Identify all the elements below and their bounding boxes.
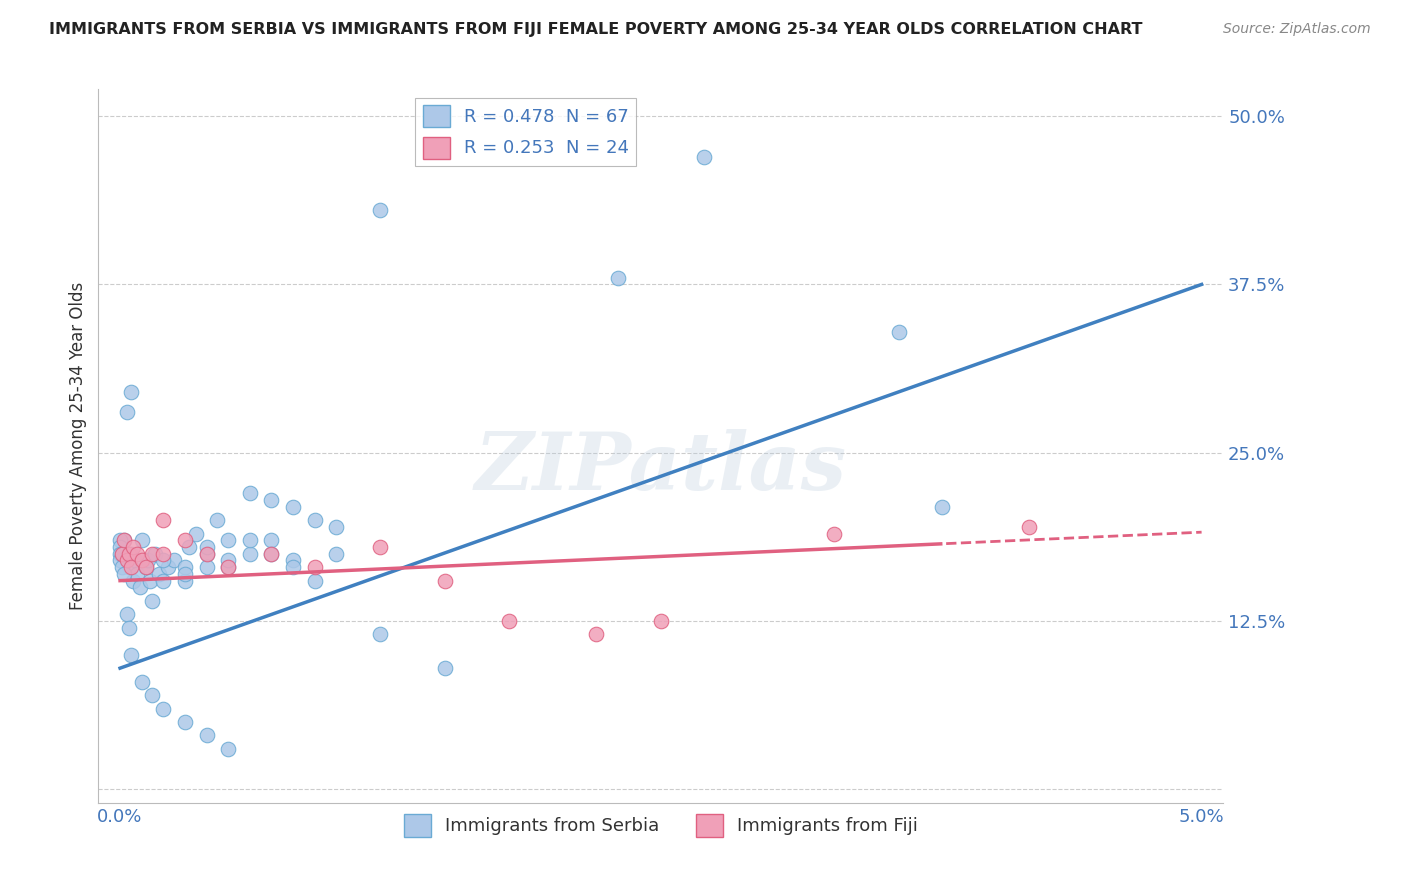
- Point: [118, 560, 141, 574]
- Point: [122, 574, 145, 588]
- Point: [115, 607, 138, 622]
- Point: [325, 547, 347, 561]
- Point: [433, 574, 456, 588]
- Point: [127, 566, 149, 581]
- Point: [152, 701, 174, 715]
- Point: [693, 149, 716, 163]
- Point: [108, 553, 131, 567]
- Point: [118, 621, 141, 635]
- Point: [120, 547, 142, 561]
- Point: [260, 533, 283, 548]
- Point: [174, 560, 197, 574]
- Point: [325, 520, 347, 534]
- Point: [124, 553, 146, 567]
- Point: [131, 553, 153, 567]
- Point: [179, 540, 201, 554]
- Point: [128, 580, 150, 594]
- Point: [135, 560, 157, 574]
- Point: [111, 547, 134, 561]
- Text: ZIPatlas: ZIPatlas: [475, 429, 846, 506]
- Point: [152, 553, 174, 567]
- Text: IMMIGRANTS FROM SERBIA VS IMMIGRANTS FROM FIJI FEMALE POVERTY AMONG 25-34 YEAR O: IMMIGRANTS FROM SERBIA VS IMMIGRANTS FRO…: [49, 22, 1143, 37]
- Point: [141, 547, 163, 561]
- Point: [195, 729, 218, 743]
- Point: [498, 614, 520, 628]
- Point: [141, 594, 163, 608]
- Point: [184, 526, 207, 541]
- Point: [174, 566, 197, 581]
- Point: [174, 533, 197, 548]
- Point: [281, 553, 304, 567]
- Point: [585, 627, 607, 641]
- Point: [152, 547, 174, 561]
- Point: [148, 566, 170, 581]
- Point: [281, 560, 304, 574]
- Point: [143, 547, 166, 561]
- Point: [115, 553, 138, 567]
- Point: [823, 526, 845, 541]
- Point: [368, 203, 391, 218]
- Point: [239, 533, 262, 548]
- Point: [136, 553, 159, 567]
- Point: [156, 560, 179, 574]
- Point: [131, 533, 153, 548]
- Point: [195, 547, 218, 561]
- Point: [217, 553, 239, 567]
- Point: [887, 325, 910, 339]
- Point: [195, 540, 218, 554]
- Point: [217, 742, 239, 756]
- Point: [239, 486, 262, 500]
- Point: [207, 513, 229, 527]
- Point: [141, 688, 163, 702]
- Point: [260, 547, 283, 561]
- Point: [650, 614, 672, 628]
- Point: [1018, 520, 1040, 534]
- Point: [108, 533, 131, 548]
- Point: [131, 674, 153, 689]
- Legend: Immigrants from Serbia, Immigrants from Fiji: Immigrants from Serbia, Immigrants from …: [396, 807, 925, 844]
- Point: [195, 547, 218, 561]
- Point: [108, 547, 131, 561]
- Point: [118, 547, 141, 561]
- Point: [152, 513, 174, 527]
- Point: [111, 547, 134, 561]
- Point: [368, 627, 391, 641]
- Point: [368, 540, 391, 554]
- Point: [108, 540, 131, 554]
- Point: [304, 560, 326, 574]
- Point: [931, 500, 953, 514]
- Y-axis label: Female Poverty Among 25-34 Year Olds: Female Poverty Among 25-34 Year Olds: [69, 282, 87, 610]
- Point: [111, 560, 134, 574]
- Point: [122, 540, 145, 554]
- Point: [433, 661, 456, 675]
- Point: [217, 560, 239, 574]
- Point: [120, 560, 142, 574]
- Point: [115, 405, 138, 419]
- Point: [112, 566, 135, 581]
- Point: [174, 574, 197, 588]
- Point: [217, 533, 239, 548]
- Point: [112, 533, 135, 548]
- Point: [239, 547, 262, 561]
- Point: [217, 560, 239, 574]
- Point: [152, 574, 174, 588]
- Point: [163, 553, 186, 567]
- Point: [260, 492, 283, 507]
- Point: [127, 547, 149, 561]
- Point: [139, 574, 162, 588]
- Point: [281, 500, 304, 514]
- Point: [135, 560, 157, 574]
- Point: [195, 560, 218, 574]
- Point: [120, 385, 142, 400]
- Text: Source: ZipAtlas.com: Source: ZipAtlas.com: [1223, 22, 1371, 37]
- Point: [120, 648, 142, 662]
- Point: [174, 714, 197, 729]
- Point: [260, 547, 283, 561]
- Point: [304, 513, 326, 527]
- Point: [606, 270, 628, 285]
- Point: [112, 533, 135, 548]
- Point: [304, 574, 326, 588]
- Point: [115, 547, 138, 561]
